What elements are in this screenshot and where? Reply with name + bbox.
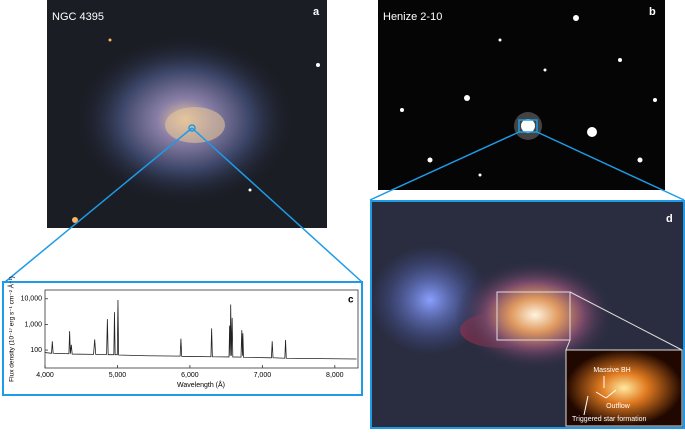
panel-letter: a bbox=[313, 6, 320, 18]
zoom-marker bbox=[188, 124, 196, 132]
chart-frame bbox=[2, 281, 363, 396]
panel-b: Henize 2-10 b bbox=[378, 0, 665, 190]
star bbox=[587, 127, 597, 137]
star bbox=[498, 38, 502, 42]
galaxy-core bbox=[165, 107, 225, 143]
x-tick-label: 7,000 bbox=[254, 372, 272, 379]
panel-c: c Wavelength (Å) Flux density (10⁻¹⁷ erg… bbox=[2, 276, 363, 396]
star bbox=[173, 236, 177, 240]
star bbox=[427, 157, 433, 163]
connectors bbox=[4, 119, 685, 283]
star bbox=[478, 173, 482, 177]
connector bbox=[4, 127, 193, 283]
panel-d: Massive BH Outflow Triggered star format… bbox=[370, 200, 685, 429]
panel-title: NGC 4395 bbox=[52, 11, 104, 23]
x-axis-label: Wavelength (Å) bbox=[177, 380, 225, 389]
connector bbox=[536, 131, 685, 201]
spectrum-line bbox=[44, 299, 357, 360]
y-tick-label: 100 bbox=[30, 347, 42, 354]
annotation: Triggered star formation bbox=[572, 416, 647, 423]
x-tick-label: 5,000 bbox=[109, 372, 127, 379]
panel-letter: c bbox=[348, 295, 354, 306]
star bbox=[653, 98, 657, 102]
x-tick-label: 8,000 bbox=[326, 372, 344, 379]
annotation: Massive BH bbox=[593, 367, 630, 374]
star bbox=[400, 108, 404, 112]
inset-marker bbox=[496, 291, 571, 341]
inset-image bbox=[565, 349, 683, 427]
connector bbox=[369, 131, 520, 201]
star bbox=[316, 63, 320, 67]
annotation: Outflow bbox=[606, 403, 631, 410]
arrows bbox=[583, 376, 617, 416]
plot-area bbox=[44, 289, 359, 369]
y-tick-label: 1,000 bbox=[24, 321, 42, 328]
star bbox=[637, 157, 643, 163]
x-tick-label: 4,000 bbox=[36, 372, 54, 379]
panel-letter: d bbox=[666, 213, 673, 225]
star bbox=[543, 68, 547, 72]
connector bbox=[191, 127, 363, 283]
star bbox=[573, 15, 579, 21]
image-b bbox=[378, 0, 665, 190]
y-tick-label: 10,000 bbox=[21, 296, 43, 303]
zoom-marker bbox=[518, 119, 538, 133]
star bbox=[72, 217, 78, 223]
nebula bbox=[455, 260, 615, 370]
star bbox=[618, 58, 622, 62]
inset-connector bbox=[569, 291, 683, 351]
x-tick-label: 6,000 bbox=[181, 372, 199, 379]
panel-title: Henize 2-10 bbox=[383, 11, 442, 23]
galaxy bbox=[521, 119, 535, 133]
panel-a: NGC 4395 a bbox=[47, 0, 327, 240]
inset-connector bbox=[565, 339, 571, 351]
star bbox=[108, 38, 112, 42]
panel-letter: b bbox=[649, 6, 656, 18]
star bbox=[248, 188, 252, 192]
y-axis-label: Flux density (10⁻¹⁷ erg s⁻¹ cm⁻² Å⁻¹) bbox=[7, 276, 16, 382]
star bbox=[464, 95, 470, 101]
